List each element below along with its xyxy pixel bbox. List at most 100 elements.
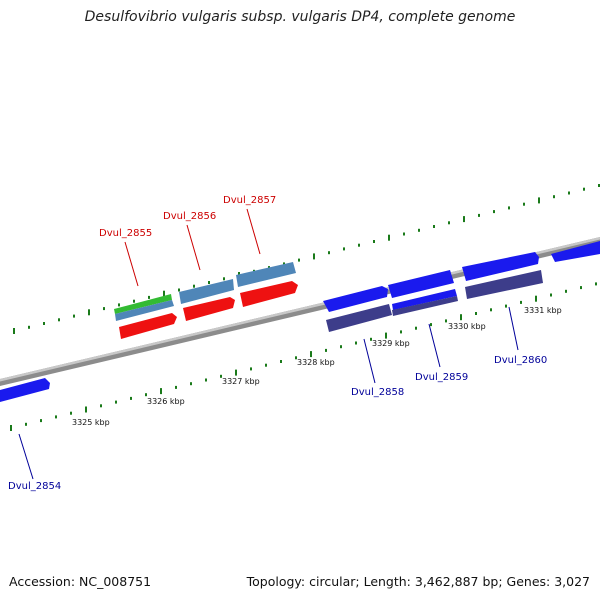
major-tick (163, 290, 165, 297)
minor-tick (598, 184, 600, 187)
minor-tick (523, 202, 525, 206)
minor-tick (58, 318, 60, 322)
minor-tick (43, 322, 45, 325)
gene-dvul-2855-steel[interactable] (115, 300, 174, 321)
minor-tick (493, 210, 495, 214)
minor-tick (418, 228, 420, 232)
major-tick (13, 328, 15, 334)
leader-dvul-2856 (186, 224, 201, 271)
minor-tick (100, 404, 102, 408)
gene-dvul-2860-blue[interactable] (462, 252, 539, 281)
minor-tick (430, 323, 432, 327)
minor-tick (208, 281, 210, 284)
tick-label-3326: 3326 kbp (147, 397, 185, 406)
leader-dvul-2860 (508, 306, 519, 351)
minor-tick (133, 299, 135, 303)
tick-label-3325: 3325 kbp (72, 418, 110, 427)
reverse-tick-row (10, 282, 597, 431)
minor-tick (568, 191, 570, 195)
gene-dvul-2857-red[interactable] (240, 281, 298, 307)
major-tick (160, 388, 162, 395)
minor-tick (508, 206, 510, 210)
gene-dvul-2857-steel[interactable] (236, 262, 296, 287)
tick-label-3331: 3331 kbp (524, 306, 562, 315)
map-title: Desulfovibrio vulgaris subsp. vulgaris D… (84, 9, 516, 25)
minor-tick (298, 258, 300, 262)
minor-tick (25, 422, 27, 426)
minor-tick (343, 247, 345, 251)
gene-label-dvul-2858: Dvul_2858 (351, 387, 404, 398)
minor-tick (280, 360, 282, 363)
minor-tick (565, 289, 567, 293)
genome-summary-text: Topology: circular; Length: 3,462,887 bp… (246, 574, 590, 589)
gene-labels: Dvul_2854 Dvul_2855 Dvul_2856 Dvul_2857 … (8, 195, 547, 492)
gene-dvul-2855-green[interactable] (114, 294, 172, 314)
tick-label-3329: 3329 kbp (372, 339, 410, 348)
minor-tick (223, 277, 225, 281)
gene-label-dvul-2860: Dvul_2860 (494, 355, 547, 366)
minor-tick (283, 262, 285, 266)
major-tick (235, 369, 237, 376)
gene-dvul-2859-blue[interactable] (388, 270, 454, 298)
major-tick (388, 234, 390, 241)
tick-label-3328: 3328 kbp (297, 358, 335, 367)
gene-dvul-2860-navy[interactable] (465, 270, 543, 299)
gene-dvul-2858-navy[interactable] (326, 304, 392, 332)
minor-tick (355, 341, 357, 345)
gene-dvul-2859-blue-small[interactable] (392, 289, 457, 310)
major-tick (535, 295, 537, 302)
minor-tick (328, 251, 330, 255)
minor-tick (28, 325, 30, 329)
minor-tick (148, 295, 150, 299)
minor-tick (145, 393, 147, 397)
gene-features (0, 241, 600, 402)
tick-label-3330: 3330 kbp (448, 322, 486, 331)
major-tick (460, 314, 462, 321)
label-leaders (18, 208, 519, 480)
minor-tick (553, 195, 555, 199)
gene-dvul-2856-red[interactable] (183, 297, 235, 321)
minor-tick (265, 363, 267, 367)
minor-tick (448, 221, 450, 225)
minor-tick (70, 411, 72, 415)
major-tick (310, 351, 312, 358)
leader-dvul-2858 (363, 338, 376, 384)
major-tick (463, 216, 465, 223)
minor-tick (190, 382, 192, 386)
major-tick (385, 332, 387, 339)
minor-tick (373, 240, 375, 243)
minor-tick (295, 356, 297, 360)
major-tick (538, 197, 540, 204)
minor-tick (130, 396, 132, 400)
gene-label-dvul-2855: Dvul_2855 (99, 228, 152, 239)
gene-dvul-2855-red[interactable] (119, 313, 177, 339)
minor-tick (193, 284, 195, 288)
leader-dvul-2854 (18, 433, 34, 480)
gene-next-blue[interactable] (551, 241, 600, 262)
gene-label-dvul-2857: Dvul_2857 (223, 195, 276, 206)
major-tick (10, 425, 12, 431)
gene-dvul-2856-steel[interactable] (179, 279, 234, 304)
leader-dvul-2859 (428, 323, 441, 368)
minor-tick (400, 330, 402, 334)
gene-dvul-2858-blue[interactable] (323, 286, 388, 312)
minor-tick (205, 378, 207, 382)
minor-tick (73, 314, 75, 318)
minor-tick (520, 300, 522, 304)
minor-tick (433, 225, 435, 228)
minor-tick (445, 319, 447, 323)
forward-tick-row (13, 184, 600, 334)
minor-tick (55, 415, 57, 419)
leader-dvul-2857 (246, 208, 261, 255)
minor-tick (415, 326, 417, 330)
minor-tick (178, 288, 180, 292)
minor-tick (115, 400, 117, 404)
gene-dvul-2859-navy[interactable] (392, 296, 458, 316)
minor-tick (505, 304, 507, 308)
minor-tick (340, 345, 342, 349)
gene-dvul-2854[interactable] (0, 378, 50, 402)
minor-tick (40, 419, 42, 423)
minor-tick (118, 303, 120, 307)
gene-label-dvul-2854: Dvul_2854 (8, 481, 61, 492)
